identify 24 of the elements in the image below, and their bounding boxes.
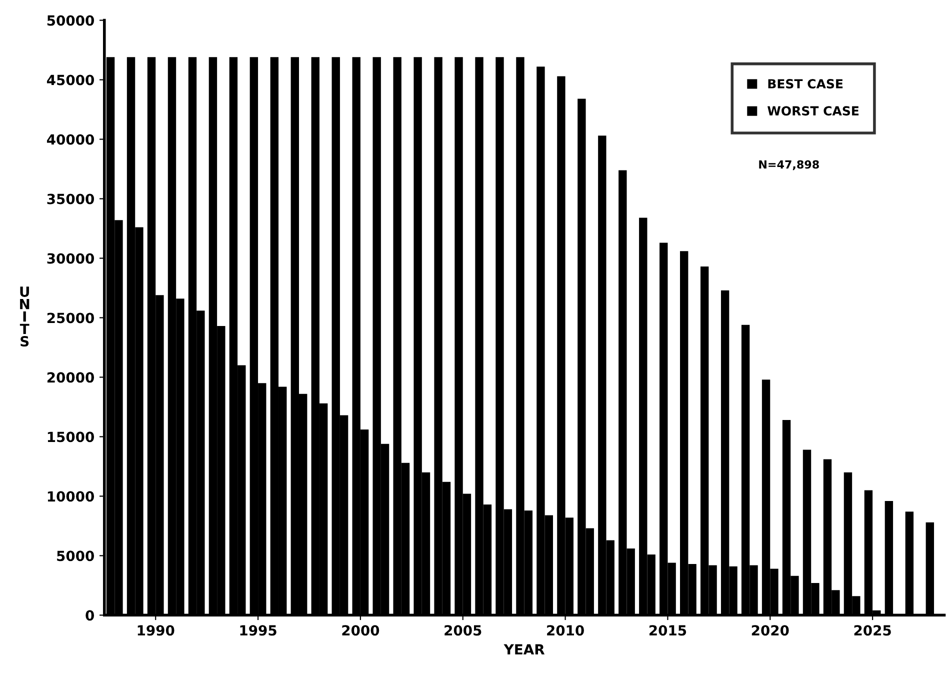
y-tick-label: 35000 (47, 194, 94, 204)
x-tick-label: 2005 (444, 625, 482, 636)
y-tick-label: 15000 (48, 432, 94, 442)
y-tick-label: 25000 (47, 312, 94, 324)
y-tick-label: 20000 (47, 372, 94, 383)
x-tick-label: 2015 (649, 625, 686, 636)
x-tick-label: 2025 (854, 625, 891, 636)
y-tick-label: 45000 (46, 74, 94, 86)
y-tick-label: 30000 (47, 253, 94, 264)
legend-label: BEST CASE (768, 79, 843, 88)
y-tick-label: 50000 (47, 15, 94, 26)
y-tick-label: 5000 (57, 550, 94, 562)
y-tick-label: 0 (86, 610, 94, 621)
annotation: N=47,898 (759, 160, 819, 170)
y-axis-title: UNITS (20, 286, 30, 347)
x-tick-label: 1995 (240, 625, 276, 636)
x-tick-label: 2010 (547, 625, 584, 636)
x-axis-title: YEAR (504, 644, 545, 654)
y-tick-label: 40000 (46, 134, 94, 145)
x-tick-label: 2020 (752, 625, 789, 636)
x-tick-label: 1990 (138, 625, 174, 636)
y-tick-label: 10000 (48, 491, 94, 502)
legend-label: WORST CASE (768, 106, 859, 116)
x-tick-label: 2000 (342, 625, 380, 636)
